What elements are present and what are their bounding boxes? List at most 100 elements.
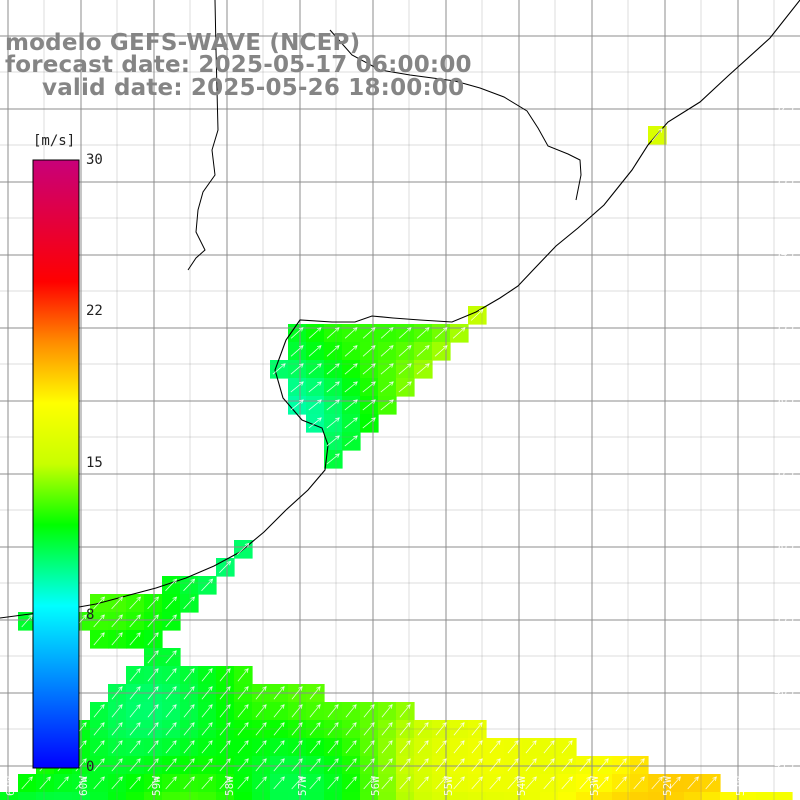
wind-arrow xyxy=(255,704,267,718)
wind-arrow xyxy=(399,704,411,718)
latitude-label: 32S xyxy=(774,101,794,114)
wind-arrow xyxy=(291,686,303,700)
longitude-label: 52W xyxy=(661,776,674,796)
wind-speed-cell xyxy=(540,756,559,775)
wind-speed-cell xyxy=(270,774,289,793)
wind-arrows xyxy=(21,128,717,790)
wind-speed-cell xyxy=(558,792,577,800)
wind-speed-cell xyxy=(558,756,577,775)
wind-arrow xyxy=(147,614,159,628)
wind-speed-cell xyxy=(324,720,343,739)
wind-speed-cell xyxy=(324,792,343,800)
wind-arrow xyxy=(129,596,141,610)
wind-speed-cell xyxy=(198,720,217,739)
wind-arrow xyxy=(398,327,412,339)
wind-speed-cell xyxy=(144,594,163,613)
longitude-label: 56W xyxy=(369,776,382,796)
wind-speed-cell xyxy=(342,342,361,361)
wind-speed-cell xyxy=(612,792,631,800)
wind-speed-cell xyxy=(504,792,523,800)
wind-speed-field xyxy=(0,126,793,800)
wind-arrow xyxy=(344,399,358,411)
wind-arrow xyxy=(399,776,411,790)
wind-arrow xyxy=(416,363,430,375)
colorbar-gradient xyxy=(32,159,80,769)
wind-speed-cell xyxy=(360,720,379,739)
wind-arrow xyxy=(597,776,609,790)
wind-arrow xyxy=(326,363,340,375)
wind-arrow xyxy=(290,399,304,411)
wind-speed-cell xyxy=(468,720,487,739)
wind-arrow xyxy=(417,758,429,772)
wind-speed-cell xyxy=(432,738,451,757)
wind-speed-cell xyxy=(216,738,235,757)
wind-speed-cell xyxy=(216,792,235,800)
wind-speed-cell xyxy=(540,738,559,757)
wind-speed-cell xyxy=(360,738,379,757)
longitude-label: 60W xyxy=(77,776,90,796)
wind-arrow xyxy=(93,722,105,736)
colorbar-tick-15: 15 xyxy=(86,455,103,471)
wind-speed-cell xyxy=(414,756,433,775)
wind-speed-cell xyxy=(324,774,343,793)
wind-arrow xyxy=(273,704,285,718)
wind-arrow xyxy=(399,722,411,736)
wind-arrow xyxy=(255,722,267,736)
wind-speed-cell xyxy=(216,666,235,685)
wind-speed-cell xyxy=(126,738,145,757)
wind-arrow xyxy=(381,722,393,736)
longitude-label: 57W xyxy=(296,776,309,796)
wind-speed-cell xyxy=(342,720,361,739)
wind-arrow xyxy=(219,704,231,718)
wind-speed-cell xyxy=(324,756,343,775)
wind-arrow xyxy=(434,327,448,339)
wind-speed-cell xyxy=(432,324,451,343)
wind-arrow xyxy=(201,722,213,736)
wind-speed-cell xyxy=(216,702,235,721)
wind-arrow xyxy=(21,776,33,790)
wind-speed-cell xyxy=(108,774,127,793)
wind-speed-cell xyxy=(180,702,199,721)
wind-speed-cell xyxy=(396,360,415,379)
wind-speed-cell xyxy=(468,756,487,775)
wind-arrow xyxy=(435,740,447,754)
wind-speed-cell xyxy=(108,630,127,649)
wind-speed-cell xyxy=(396,378,415,397)
wind-arrow xyxy=(345,776,357,790)
wind-speed-cell xyxy=(180,666,199,685)
wind-speed-cell xyxy=(0,792,19,800)
wind-arrow xyxy=(326,435,340,447)
wind-arrow xyxy=(201,578,214,592)
wind-arrow xyxy=(380,345,394,357)
colorbar xyxy=(32,159,80,769)
wind-arrow xyxy=(219,722,231,736)
wind-speed-cell xyxy=(108,792,127,800)
wind-speed-cell xyxy=(360,360,379,379)
wind-arrow xyxy=(93,740,105,754)
wind-arrow xyxy=(147,650,159,664)
wind-arrow xyxy=(129,632,141,646)
wind-arrow xyxy=(129,704,141,718)
wind-arrow xyxy=(416,327,430,339)
wind-arrow xyxy=(326,399,340,411)
wind-arrow xyxy=(525,758,537,772)
wind-arrow xyxy=(272,363,286,375)
wind-arrow xyxy=(93,596,105,610)
wind-arrow xyxy=(93,758,105,772)
wind-speed-cell xyxy=(378,342,397,361)
wind-speed-cell xyxy=(162,648,181,667)
wind-arrow xyxy=(255,776,267,790)
wind-speed-cell xyxy=(198,666,217,685)
wind-speed-cell xyxy=(324,342,343,361)
wind-arrow xyxy=(362,363,376,375)
wind-arrow xyxy=(165,614,177,628)
wind-speed-cell xyxy=(144,702,163,721)
wind-arrow xyxy=(165,686,177,700)
wind-speed-cell xyxy=(108,738,127,757)
wind-arrow xyxy=(308,363,322,375)
wind-arrow xyxy=(471,758,483,772)
wind-speed-cell xyxy=(198,774,217,793)
wind-arrow xyxy=(561,758,573,772)
valid-date-title: valid date: 2025-05-26 18:00:00 xyxy=(42,75,465,101)
wind-speed-cell xyxy=(342,774,361,793)
